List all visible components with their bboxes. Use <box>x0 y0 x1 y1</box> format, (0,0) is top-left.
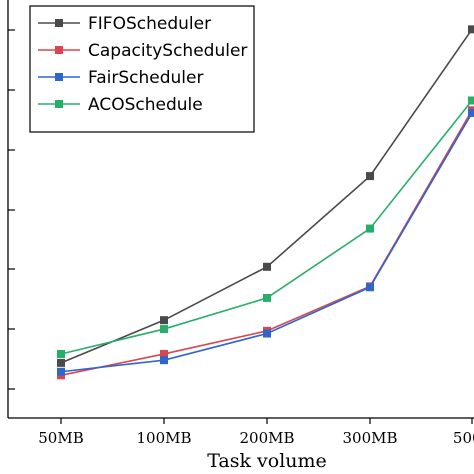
legend-label-2: FairScheduler <box>88 68 203 88</box>
legend: FIFOScheduler CapacityScheduler FairSchedu… <box>29 5 255 133</box>
series-2 <box>57 108 474 376</box>
data-point-0-1 <box>160 316 168 325</box>
x-tick-label-3: 300MB <box>342 429 397 447</box>
series-0 <box>57 25 474 367</box>
data-point-3-0 <box>57 349 65 358</box>
data-point-1-1 <box>160 349 168 358</box>
series-3 <box>57 96 474 358</box>
data-point-2-2 <box>263 329 271 338</box>
data-point-3-4 <box>468 96 474 105</box>
data-point-2-3 <box>366 283 374 292</box>
data-point-0-4 <box>468 25 474 34</box>
axes: 50MB 100MB 200MB 300MB 5000 <box>7 0 474 447</box>
data-point-0-3 <box>366 172 374 181</box>
data-point-2-0 <box>57 367 65 376</box>
data-point-3-3 <box>366 224 374 233</box>
legend-marker-2 <box>55 73 63 81</box>
x-tick-label-0: 50MB <box>38 429 83 447</box>
data-point-3-1 <box>160 325 168 334</box>
x-tick-label-2: 200MB <box>239 429 294 447</box>
legend-label-1: CapacityScheduler <box>88 41 247 61</box>
series-layer <box>57 25 474 380</box>
legend-marker-3 <box>55 100 63 108</box>
x-tick-label-1: 100MB <box>136 429 191 447</box>
data-point-0-2 <box>263 262 271 271</box>
x-tick-label-4: 5000 <box>453 429 474 447</box>
legend-label-3: ACOSchedule <box>88 95 203 115</box>
data-point-2-4 <box>468 108 474 117</box>
legend-box <box>29 5 255 133</box>
data-point-0-0 <box>57 358 65 367</box>
legend-marker-1 <box>55 46 63 54</box>
data-point-3-2 <box>263 293 271 302</box>
x-axis-title: Task volume <box>207 450 327 472</box>
legend-marker-0 <box>55 19 63 27</box>
legend-label-0: FIFOScheduler <box>88 14 211 34</box>
data-point-2-1 <box>160 356 168 365</box>
